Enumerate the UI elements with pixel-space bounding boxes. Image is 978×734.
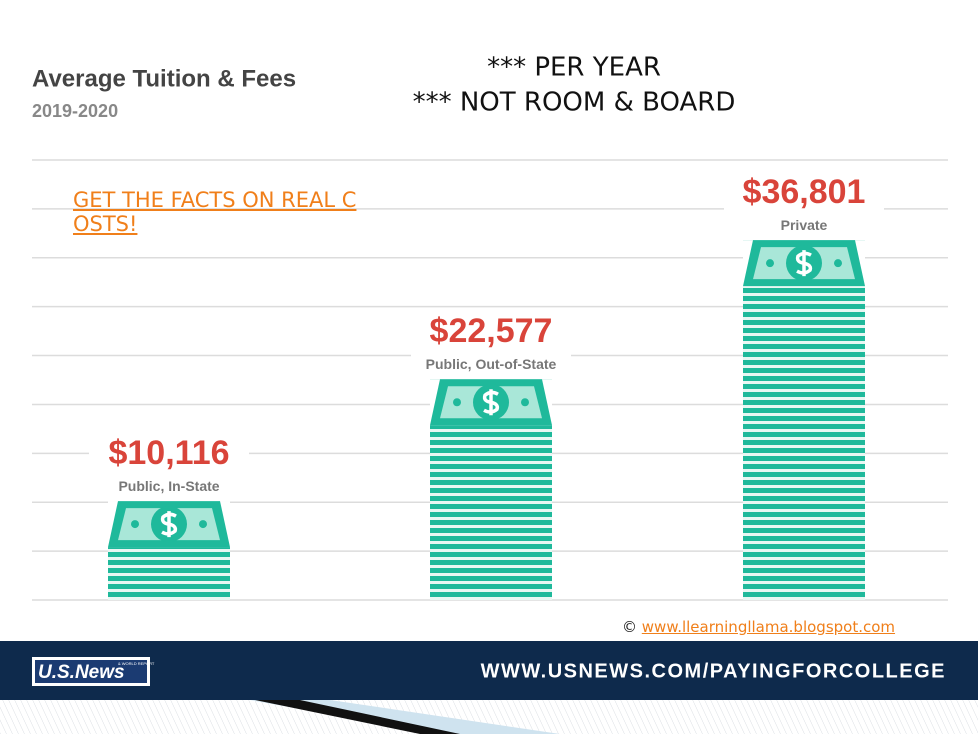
category-label: Public, In-State — [118, 478, 219, 494]
note: *** PER YEAR — [487, 53, 661, 83]
logo-small: & WORLD REPORT — [118, 661, 155, 666]
dollar-icon — [795, 250, 813, 277]
value-label: $10,116 — [108, 434, 229, 472]
dollar-icon — [482, 389, 500, 416]
chart-title: Average Tuition & Fees — [32, 65, 296, 92]
link[interactable]: GET THE FACTS ON REAL COSTS! — [73, 188, 357, 236]
footer-band — [0, 641, 978, 700]
footer-url: WWW.USNEWS.COM/PAYINGFORCOLLEGE — [481, 660, 946, 682]
category-label: Public, Out-of-State — [426, 356, 557, 372]
chart-subtitle: 2019-2020 — [32, 101, 118, 121]
bill-dot — [453, 398, 461, 407]
bill-dot — [834, 259, 842, 268]
credit: © www.llearningllama.blogspot.com — [622, 618, 895, 636]
logo-inner — [35, 660, 147, 683]
dollar-icon — [160, 511, 178, 538]
bill-dot — [521, 398, 529, 407]
bar — [743, 240, 865, 600]
bill-dot — [199, 520, 207, 529]
bars: $10,116 Public, In-State $22,577 Public, Ou… — [89, 172, 884, 600]
value-label: $22,577 — [430, 312, 553, 350]
value-label: $36,801 — [743, 173, 866, 211]
label-bg — [724, 172, 884, 239]
bill-dot — [766, 259, 774, 268]
bottom-shape — [255, 700, 460, 734]
note: *** NOT ROOM & BOARD — [413, 88, 736, 118]
bill-dot — [131, 520, 139, 529]
category-label: Private — [781, 217, 828, 233]
copyright: © — [622, 618, 637, 636]
label-bg — [89, 433, 249, 500]
label-bg — [411, 311, 571, 378]
logo-text: U.S.News — [38, 662, 125, 683]
credit-link[interactable]: www.llearningllama.blogspot.com — [641, 618, 896, 636]
